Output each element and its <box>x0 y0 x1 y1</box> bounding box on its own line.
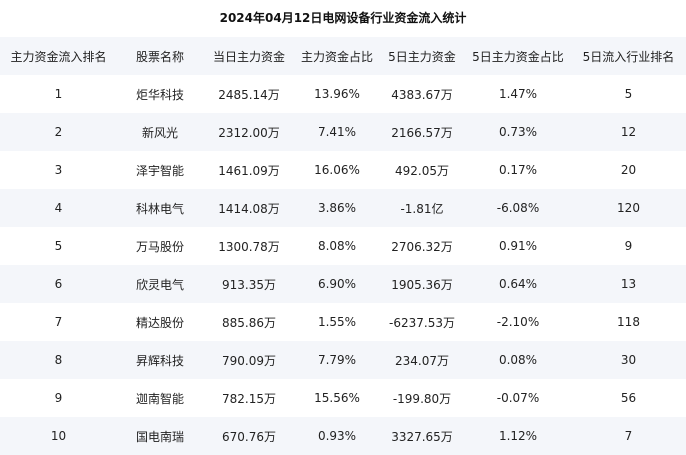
column-header-5day-main-fund-ratio: 5日主力资金占比 <box>472 49 564 64</box>
rank-cell: 1 <box>54 87 63 101</box>
column-header-stock-name: 股票名称 <box>135 49 184 64</box>
5day-main-fund-ratio-cell: -6.08% <box>496 201 540 215</box>
rank-cell: 2 <box>54 125 63 139</box>
5day-main-fund-ratio-cell: 0.64% <box>498 277 538 291</box>
fund-flow-table: 主力资金流入排名 股票名称 当日主力资金 主力资金占比 5日主力资金 5日主力资… <box>0 37 686 455</box>
5day-main-fund-ratio-cell: 1.12% <box>498 429 538 443</box>
main-fund-ratio-cell: 16.06% <box>314 163 360 177</box>
daily-main-fund-cell: 2312.00万 <box>218 125 280 140</box>
rank-cell: 8 <box>54 353 63 367</box>
column-header-daily-main-fund: 当日主力资金 <box>212 49 285 64</box>
5day-industry-rank-cell: 30 <box>620 353 637 367</box>
main-fund-ratio-cell: 0.93% <box>317 429 357 443</box>
5day-main-fund-cell: 2706.32万 <box>391 239 453 254</box>
main-fund-ratio-cell: 3.86% <box>317 201 357 215</box>
table-title: 2024年04月12日电网设备行业资金流入统计 <box>219 11 467 25</box>
table-row: 6 欣灵电气 913.35万 6.90% 1905.36万 0.64% 13 <box>0 265 686 303</box>
table-row: 8 昇辉科技 790.09万 7.79% 234.07万 0.08% 30 <box>0 341 686 379</box>
main-fund-ratio-cell: 7.41% <box>317 125 357 139</box>
rank-cell: 3 <box>54 163 63 177</box>
stock-name-cell: 精达股份 <box>135 315 184 330</box>
rank-cell: 9 <box>54 391 63 405</box>
5day-main-fund-ratio-cell: 0.73% <box>498 125 538 139</box>
5day-industry-rank-cell: 118 <box>617 315 640 329</box>
5day-main-fund-cell: -1.81亿 <box>400 201 444 216</box>
daily-main-fund-cell: 790.09万 <box>222 353 276 368</box>
stock-name-cell: 泽宇智能 <box>135 163 184 178</box>
daily-main-fund-cell: 1414.08万 <box>218 201 280 216</box>
stock-name-cell: 炬华科技 <box>135 87 184 102</box>
5day-main-fund-cell: 4383.67万 <box>391 87 453 102</box>
main-fund-ratio-cell: 8.08% <box>317 239 357 253</box>
table-row: 2 新风光 2312.00万 7.41% 2166.57万 0.73% 12 <box>0 113 686 151</box>
5day-industry-rank-cell: 9 <box>624 239 633 253</box>
stock-name-cell: 迦南智能 <box>135 391 184 406</box>
table-row: 4 科林电气 1414.08万 3.86% -1.81亿 -6.08% 120 <box>0 189 686 227</box>
stock-name-cell: 新风光 <box>141 125 178 140</box>
5day-main-fund-ratio-cell: 0.08% <box>498 353 538 367</box>
5day-main-fund-cell: 234.07万 <box>395 353 449 368</box>
5day-industry-rank-cell: 13 <box>620 277 637 291</box>
table-row: 3 泽宇智能 1461.09万 16.06% 492.05万 0.17% 20 <box>0 151 686 189</box>
main-fund-ratio-cell: 13.96% <box>314 87 360 101</box>
5day-main-fund-ratio-cell: 0.17% <box>498 163 538 177</box>
table-row: 7 精达股份 885.86万 1.55% -6237.53万 -2.10% 118 <box>0 303 686 341</box>
stock-name-cell: 昇辉科技 <box>135 353 184 368</box>
5day-industry-rank-cell: 120 <box>617 201 640 215</box>
column-header-5day-main-fund: 5日主力资金 <box>388 49 456 64</box>
5day-industry-rank-cell: 12 <box>620 125 637 139</box>
daily-main-fund-cell: 913.35万 <box>222 277 276 292</box>
main-fund-ratio-cell: 7.79% <box>317 353 357 367</box>
column-header-main-fund-ratio: 主力资金占比 <box>300 49 373 64</box>
table-header-row: 主力资金流入排名 股票名称 当日主力资金 主力资金占比 5日主力资金 5日主力资… <box>0 37 686 75</box>
daily-main-fund-cell: 2485.14万 <box>218 87 280 102</box>
rank-cell: 7 <box>54 315 63 329</box>
5day-main-fund-cell: 1905.36万 <box>391 277 453 292</box>
table-row: 9 迦南智能 782.15万 15.56% -199.80万 -0.07% 56 <box>0 379 686 417</box>
main-fund-ratio-cell: 1.55% <box>317 315 357 329</box>
5day-industry-rank-cell: 20 <box>620 163 637 177</box>
stock-name-cell: 万马股份 <box>135 239 184 254</box>
table-row: 10 国电南瑞 670.76万 0.93% 3327.65万 1.12% 7 <box>0 417 686 455</box>
5day-industry-rank-cell: 7 <box>624 429 633 443</box>
5day-main-fund-ratio-cell: 1.47% <box>498 87 538 101</box>
5day-main-fund-ratio-cell: -0.07% <box>496 391 540 405</box>
column-header-rank: 主力资金流入排名 <box>10 49 107 64</box>
daily-main-fund-cell: 782.15万 <box>222 391 276 406</box>
5day-main-fund-cell: -6237.53万 <box>389 315 455 330</box>
column-header-5day-industry-rank: 5日流入行业排名 <box>582 49 675 64</box>
daily-main-fund-cell: 1300.78万 <box>218 239 280 254</box>
table-row: 1 炬华科技 2485.14万 13.96% 4383.67万 1.47% 5 <box>0 75 686 113</box>
rank-cell: 10 <box>50 429 67 443</box>
5day-industry-rank-cell: 56 <box>620 391 637 405</box>
stock-name-cell: 科林电气 <box>135 201 184 216</box>
table-body: 1 炬华科技 2485.14万 13.96% 4383.67万 1.47% 5 2 新风光 231… <box>0 75 686 455</box>
table-row: 5 万马股份 1300.78万 8.08% 2706.32万 0.91% 9 <box>0 227 686 265</box>
5day-main-fund-ratio-cell: -2.10% <box>496 315 540 329</box>
daily-main-fund-cell: 670.76万 <box>222 429 276 444</box>
daily-main-fund-cell: 885.86万 <box>222 315 276 330</box>
rank-cell: 6 <box>54 277 63 291</box>
stock-name-cell: 国电南瑞 <box>135 429 184 444</box>
5day-main-fund-cell: -199.80万 <box>392 391 452 406</box>
rank-cell: 4 <box>54 201 63 215</box>
5day-main-fund-cell: 3327.65万 <box>391 429 453 444</box>
5day-main-fund-cell: 492.05万 <box>395 163 449 178</box>
5day-main-fund-cell: 2166.57万 <box>391 125 453 140</box>
5day-main-fund-ratio-cell: 0.91% <box>498 239 538 253</box>
stock-name-cell: 欣灵电气 <box>135 277 184 292</box>
main-fund-ratio-cell: 15.56% <box>314 391 360 405</box>
5day-industry-rank-cell: 5 <box>624 87 633 101</box>
main-fund-ratio-cell: 6.90% <box>317 277 357 291</box>
rank-cell: 5 <box>54 239 63 253</box>
daily-main-fund-cell: 1461.09万 <box>218 163 280 178</box>
